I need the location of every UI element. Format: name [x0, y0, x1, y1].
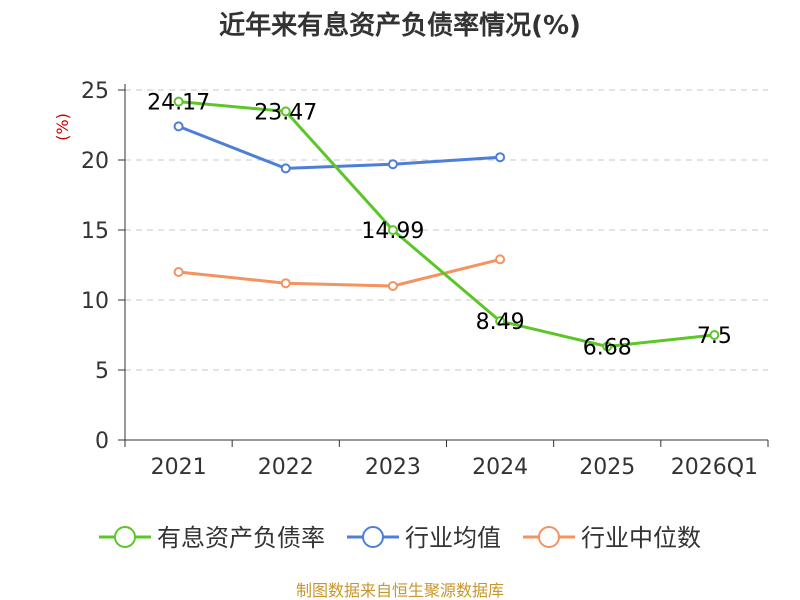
x-tick-label: 2021 — [151, 455, 207, 480]
data-label: 6.68 — [583, 335, 632, 360]
data-point — [173, 96, 184, 107]
data-point — [280, 163, 291, 174]
series-line-0 — [178, 100, 715, 348]
x-tick-label: 2026Q1 — [671, 455, 758, 480]
source-note: 制图数据来自恒生聚源数据库 — [296, 581, 504, 600]
data-label: 8.49 — [476, 310, 525, 335]
legend-marker — [362, 526, 384, 548]
data-label: 23.47 — [254, 100, 317, 125]
data-label: 7.5 — [697, 324, 732, 349]
legend-marker — [538, 526, 560, 548]
data-point — [495, 316, 506, 327]
y-tick-label: 5 — [95, 359, 109, 384]
data-point — [173, 121, 184, 132]
data-point — [387, 225, 398, 236]
y-tick-label: 20 — [81, 149, 109, 174]
x-tick-label: 2022 — [258, 455, 314, 480]
x-tick-label: 2024 — [472, 455, 528, 480]
y-tick-label: 15 — [81, 219, 109, 244]
x-tick-label: 2023 — [365, 455, 421, 480]
legend-label: 有息资产负债率 — [157, 524, 325, 552]
data-point — [495, 152, 506, 163]
legend-marker — [114, 526, 136, 548]
y-tick-label: 0 — [95, 429, 109, 454]
data-labels: 24.17 23.47 14.99 8.49 6.68 7.5 — [147, 91, 732, 361]
legend-label: 行业中位数 — [581, 524, 701, 552]
data-point — [173, 267, 184, 277]
data-point — [602, 341, 613, 352]
data-label: 14.99 — [361, 219, 424, 244]
y-tick-label: 25 — [81, 79, 109, 104]
y-tick-label: 10 — [81, 289, 109, 314]
data-point — [280, 278, 291, 289]
legend-item-1[interactable]: 行业均值 — [347, 524, 501, 552]
series-line-1 — [178, 125, 501, 170]
y-axis-label: (%) — [53, 113, 72, 141]
data-point — [709, 330, 720, 340]
series-layer — [173, 96, 720, 352]
chart-title: 近年来有息资产负债率情况(%) — [219, 10, 581, 41]
legend-item-0[interactable]: 有息资产负债率 — [99, 524, 325, 552]
legend: 有息资产负债率 行业均值 行业中位数 — [99, 524, 701, 552]
series-line-2 — [178, 257, 501, 288]
data-label: 24.17 — [147, 91, 210, 116]
legend-label: 行业均值 — [405, 524, 501, 552]
data-point — [387, 159, 398, 170]
grid-lines — [125, 89, 768, 371]
x-tick-label: 2025 — [579, 455, 635, 480]
data-point — [280, 106, 291, 117]
data-point — [387, 281, 398, 291]
legend-item-2[interactable]: 行业中位数 — [523, 524, 701, 552]
data-point — [495, 254, 506, 265]
